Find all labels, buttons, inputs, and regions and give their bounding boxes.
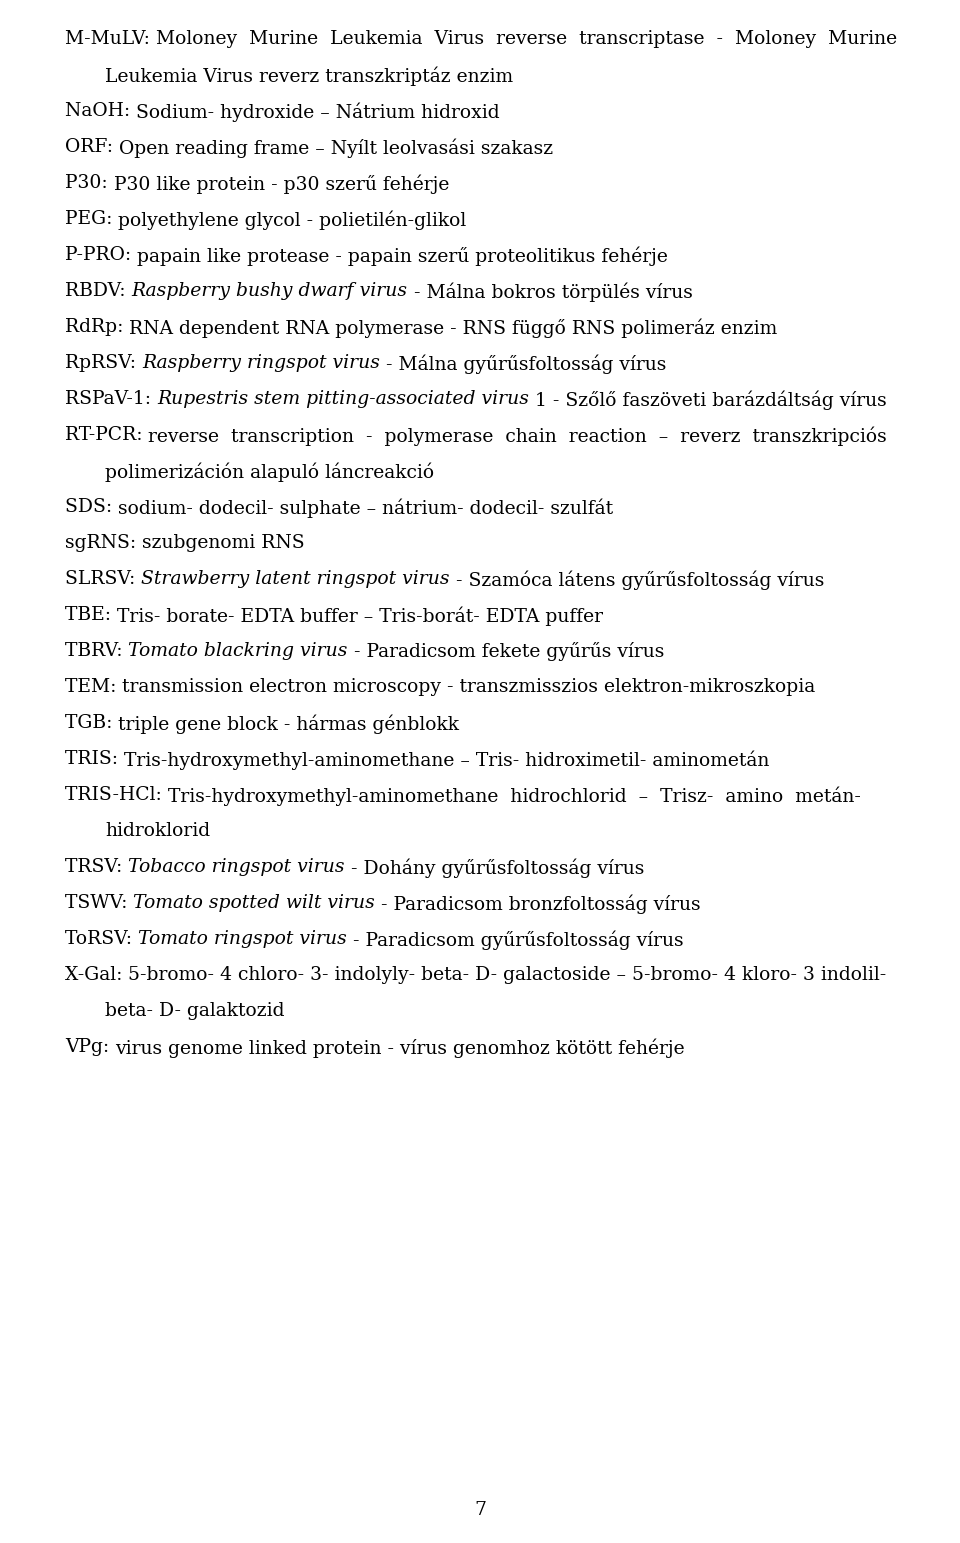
- Text: TRIS:: TRIS:: [65, 750, 124, 768]
- Text: sodium- dodecil- sulphate – nátrium- dodecil- szulfát: sodium- dodecil- sulphate – nátrium- dod…: [118, 498, 613, 517]
- Text: VPg:: VPg:: [65, 1038, 115, 1055]
- Text: TEM:: TEM:: [65, 677, 122, 696]
- Text: ToRSV:: ToRSV:: [65, 930, 138, 947]
- Text: virus genome linked protein - vírus genomhoz kötött fehérje: virus genome linked protein - vírus geno…: [115, 1038, 684, 1057]
- Text: - Málna bokros törpülés vírus: - Málna bokros törpülés vírus: [407, 282, 692, 301]
- Text: sgRNS:: sgRNS:: [65, 534, 142, 552]
- Text: - Dohány gyűrűsfoltosság vírus: - Dohány gyűrűsfoltosság vírus: [345, 858, 644, 878]
- Text: 7: 7: [474, 1501, 486, 1518]
- Text: RpRSV:: RpRSV:: [65, 353, 142, 372]
- Text: hidroklorid: hidroklorid: [105, 822, 210, 839]
- Text: reverse  transcription  -  polymerase  chain  reaction  –  reverz  transzkripció: reverse transcription - polymerase chain…: [149, 426, 887, 446]
- Text: TBRV:: TBRV:: [65, 642, 129, 660]
- Text: X-Gal:: X-Gal:: [65, 966, 129, 984]
- Text: transmission electron microscopy - transzmisszios elektron-mikroszkopia: transmission electron microscopy - trans…: [122, 677, 816, 696]
- Text: - Málna gyűrűsfoltosság vírus: - Málna gyűrűsfoltosság vírus: [380, 353, 666, 373]
- Text: Sodium- hydroxide – Nátrium hidroxid: Sodium- hydroxide – Nátrium hidroxid: [136, 102, 500, 122]
- Text: TRIS-HCl:: TRIS-HCl:: [65, 785, 168, 804]
- Text: - Szamóca látens gyűrűsfoltosság vírus: - Szamóca látens gyűrűsfoltosság vírus: [449, 569, 824, 589]
- Text: RBDV:: RBDV:: [65, 282, 132, 299]
- Text: 1 - Szőlő faszöveti barázdáltság vírus: 1 - Szőlő faszöveti barázdáltság vírus: [529, 390, 887, 409]
- Text: P30:: P30:: [65, 174, 113, 191]
- Text: P30 like protein - p30 szerű fehérje: P30 like protein - p30 szerű fehérje: [113, 174, 449, 193]
- Text: Moloney  Murine  Leukemia  Virus  reverse  transcriptase  -  Moloney  Murine: Moloney Murine Leukemia Virus reverse tr…: [156, 29, 897, 48]
- Text: Tris-hydroxymethyl-aminomethane – Tris- hidroximetil- aminometán: Tris-hydroxymethyl-aminomethane – Tris- …: [124, 750, 769, 770]
- Text: Tomato ringspot virus: Tomato ringspot virus: [138, 930, 347, 947]
- Text: Tris-hydroxymethyl-aminomethane  hidrochlorid  –  Trisz-  amino  metán-: Tris-hydroxymethyl-aminomethane hidrochl…: [168, 785, 860, 805]
- Text: - Paradicsom fekete gyűrűs vírus: - Paradicsom fekete gyűrűs vírus: [348, 642, 664, 660]
- Text: 5-bromo- 4 chloro- 3- indolyly- beta- D- galactoside – 5-bromo- 4 kloro- 3 indol: 5-bromo- 4 chloro- 3- indolyly- beta- D-…: [129, 966, 887, 984]
- Text: Leukemia Virus reverz transzkriptáz enzim: Leukemia Virus reverz transzkriptáz enzi…: [105, 66, 514, 85]
- Text: papain like protease - papain szerű proteolitikus fehérje: papain like protease - papain szerű prot…: [137, 245, 668, 265]
- Text: Raspberry bushy dwarf virus: Raspberry bushy dwarf virus: [132, 282, 407, 299]
- Text: NaOH:: NaOH:: [65, 102, 136, 120]
- Text: Rupestris stem pitting-associated virus: Rupestris stem pitting-associated virus: [157, 390, 529, 407]
- Text: RT-PCR:: RT-PCR:: [65, 426, 149, 444]
- Text: ORF:: ORF:: [65, 137, 119, 156]
- Text: polimerizáción alapuló láncreakció: polimerizáción alapuló láncreakció: [105, 461, 434, 481]
- Text: TBE:: TBE:: [65, 606, 117, 623]
- Text: SDS:: SDS:: [65, 498, 118, 515]
- Text: - Paradicsom bronzfoltosság vírus: - Paradicsom bronzfoltosság vírus: [375, 893, 701, 913]
- Text: Tris- borate- EDTA buffer – Tris-borát- EDTA puffer: Tris- borate- EDTA buffer – Tris-borát- …: [117, 606, 603, 625]
- Text: Strawberry latent ringspot virus: Strawberry latent ringspot virus: [141, 569, 449, 588]
- Text: szubgenomi RNS: szubgenomi RNS: [142, 534, 304, 552]
- Text: TGB:: TGB:: [65, 714, 118, 731]
- Text: RNA dependent RNA polymerase - RNS függő RNS polimeráz enzim: RNA dependent RNA polymerase - RNS függő…: [130, 318, 778, 338]
- Text: - Paradicsom gyűrűsfoltosság vírus: - Paradicsom gyűrűsfoltosság vírus: [347, 930, 684, 949]
- Text: P-PRO:: P-PRO:: [65, 245, 137, 264]
- Text: Raspberry ringspot virus: Raspberry ringspot virus: [142, 353, 380, 372]
- Text: RdRp:: RdRp:: [65, 318, 130, 336]
- Text: PEG:: PEG:: [65, 210, 118, 228]
- Text: Tobacco ringspot virus: Tobacco ringspot virus: [129, 858, 345, 876]
- Text: beta- D- galaktozid: beta- D- galaktozid: [105, 1001, 284, 1020]
- Text: polyethylene glycol - polietilén-glikol: polyethylene glycol - polietilén-glikol: [118, 210, 467, 230]
- Text: TRSV:: TRSV:: [65, 858, 129, 876]
- Text: Tomato spotted wilt virus: Tomato spotted wilt virus: [133, 893, 375, 912]
- Text: RSPaV-1:: RSPaV-1:: [65, 390, 157, 407]
- Text: SLRSV:: SLRSV:: [65, 569, 141, 588]
- Text: Open reading frame – Nyílt leolvasási szakasz: Open reading frame – Nyílt leolvasási sz…: [119, 137, 553, 157]
- Text: Tomato blackring virus: Tomato blackring virus: [129, 642, 348, 660]
- Text: triple gene block - hármas génblokk: triple gene block - hármas génblokk: [118, 714, 460, 733]
- Text: M-MuLV:: M-MuLV:: [65, 29, 156, 48]
- Text: TSWV:: TSWV:: [65, 893, 133, 912]
